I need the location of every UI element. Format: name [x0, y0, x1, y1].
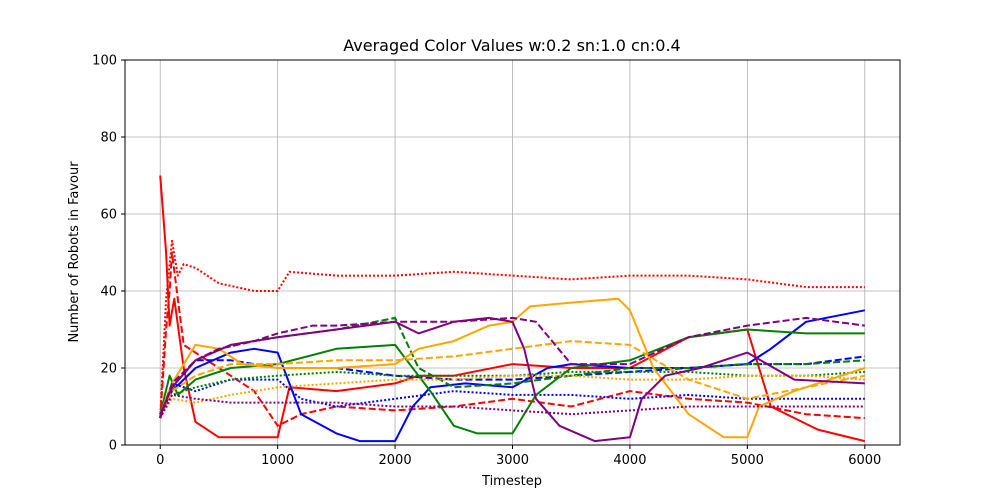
series-line-15: [159, 393, 865, 419]
x-tick-label: 2000: [379, 453, 412, 468]
y-tick-label: 20: [100, 362, 117, 377]
chart-title: Averaged Color Values w:0.2 sn:1.0 cn:0.…: [343, 36, 680, 55]
y-tick-label: 100: [92, 54, 117, 69]
x-tick-label: 6000: [848, 453, 881, 468]
x-tick-label: 3000: [496, 453, 529, 468]
x-axis-label: Timestep: [481, 474, 542, 489]
y-tick-label: 0: [109, 439, 117, 454]
y-tick-label: 40: [100, 285, 117, 300]
series-line-12: [159, 374, 865, 419]
series-line-11: [159, 340, 865, 419]
series-line-6: [159, 378, 865, 419]
x-tick-label: 0: [156, 453, 164, 468]
x-axis-ticks: 0 1000 2000 3000 4000 5000 6000: [156, 445, 881, 468]
x-tick-label: 4000: [613, 453, 646, 468]
y-tick-label: 60: [100, 208, 117, 223]
y-tick-label: 80: [100, 131, 117, 146]
x-tick-label: 5000: [731, 453, 764, 468]
y-axis-ticks: 0 20 40 60 80 100: [92, 54, 125, 454]
y-axis-label: Number of Robots in Favour: [67, 161, 82, 343]
series-line-14: [159, 316, 865, 419]
series-lines: [159, 175, 866, 443]
series-line-9: [159, 370, 865, 419]
x-tick-label: 1000: [261, 453, 294, 468]
